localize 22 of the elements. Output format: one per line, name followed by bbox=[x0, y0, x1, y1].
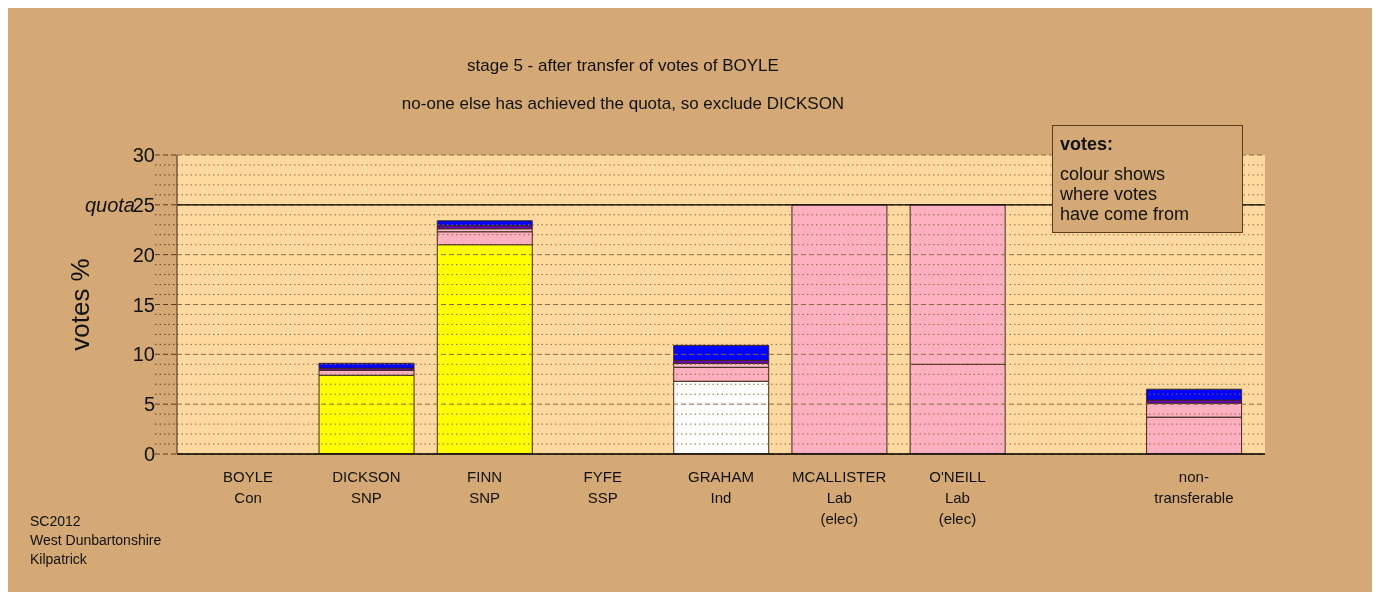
x-tick-label: DICKSON SNP bbox=[332, 468, 401, 506]
y-tick-label: 5 bbox=[143, 393, 155, 416]
y-axis-title: votes % bbox=[65, 258, 96, 351]
x-tick-label: BOYLE Con bbox=[223, 468, 274, 506]
ref-line-label: quota bbox=[84, 193, 135, 216]
chart-subtitle: no-one else has achieved the quota, so exclude DICKSON bbox=[400, 94, 846, 114]
x-tick-label: O'NEILL Lab (elec) bbox=[929, 468, 986, 527]
y-tick-label: 25 bbox=[132, 193, 155, 216]
y-tick-label: 0 bbox=[143, 443, 155, 465]
note-box: votes: colour shows where votes have come from bbox=[1052, 125, 1243, 233]
x-tick-label: FINN SNP bbox=[467, 468, 503, 506]
x-tick-label: FYFE SSP bbox=[583, 468, 622, 506]
x-tick-label: GRAHAM Ind bbox=[688, 468, 754, 506]
y-tick-label: 10 bbox=[132, 343, 155, 366]
y-tick-label: 15 bbox=[132, 293, 155, 316]
annotation: votes: colour shows where votes have come from bbox=[1060, 134, 1191, 224]
y-tick-label: 30 bbox=[132, 144, 155, 166]
text: SC2012 West Dunbartonshire Kilpatrick bbox=[30, 512, 162, 569]
x-tick-label: MCALLISTER Lab (elec) bbox=[792, 468, 887, 527]
chart-title: stage 5 - after transfer of votes of BOYLE bbox=[466, 56, 780, 76]
x-tick-label: non- transferable bbox=[1154, 468, 1234, 506]
y-tick-label: 20 bbox=[132, 243, 155, 266]
